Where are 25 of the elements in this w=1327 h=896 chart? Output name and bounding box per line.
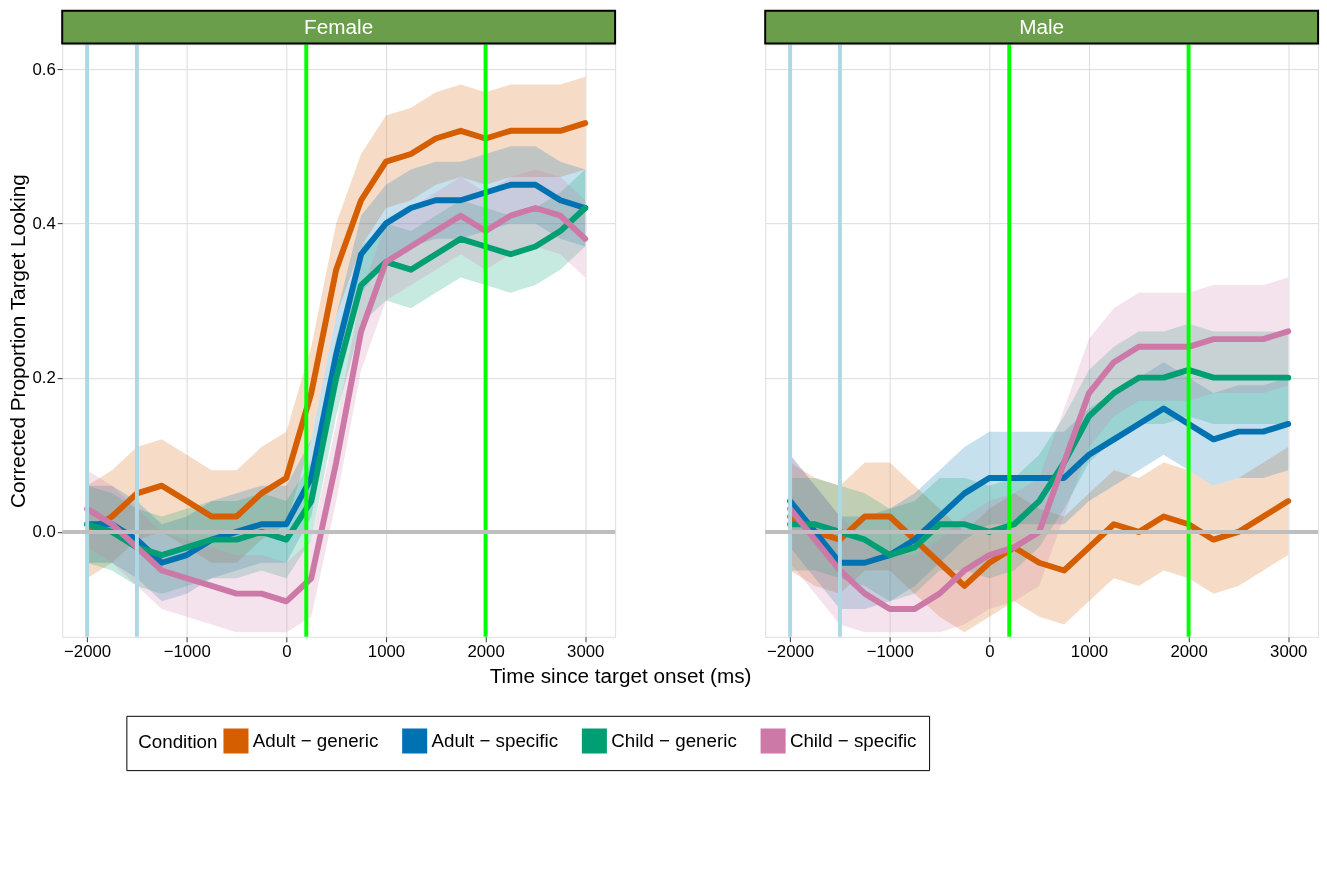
x-tick-label: 2000 (467, 642, 505, 662)
x-tick-label: 1000 (367, 642, 406, 662)
legend-label: Adult − generic (252, 729, 379, 751)
y-tick-label: 0.0 (32, 522, 56, 542)
legend-title: Condition (138, 731, 218, 753)
x-tick-label: −1000 (163, 642, 211, 662)
x-tick-label: −2000 (767, 642, 815, 662)
y-tick-label: 0.6 (32, 59, 56, 79)
x-tick-label: 3000 (567, 642, 605, 662)
x-tick-label: 0 (282, 642, 292, 662)
x-tick-label: 0 (985, 642, 995, 662)
x-tick-label: 1000 (1070, 642, 1109, 662)
x-axis-title: Time since target onset (ms) (489, 663, 752, 687)
legend-label: Child − generic (611, 729, 737, 751)
y-tick-label: 0.4 (32, 213, 56, 233)
legend-label: Child − specific (789, 729, 917, 751)
chart-title: Male (1019, 14, 1065, 38)
x-tick-label: −2000 (64, 642, 112, 662)
x-tick-label: 2000 (1170, 642, 1208, 662)
x-tick-label: −1000 (866, 642, 914, 662)
y-axis-title: Corrected Proportion Target Looking (5, 174, 29, 508)
legend-label: Adult − specific (431, 729, 559, 751)
y-tick-label: 0.2 (32, 368, 56, 388)
chart-title: Female (304, 14, 374, 38)
x-tick-label: 3000 (1270, 642, 1308, 662)
